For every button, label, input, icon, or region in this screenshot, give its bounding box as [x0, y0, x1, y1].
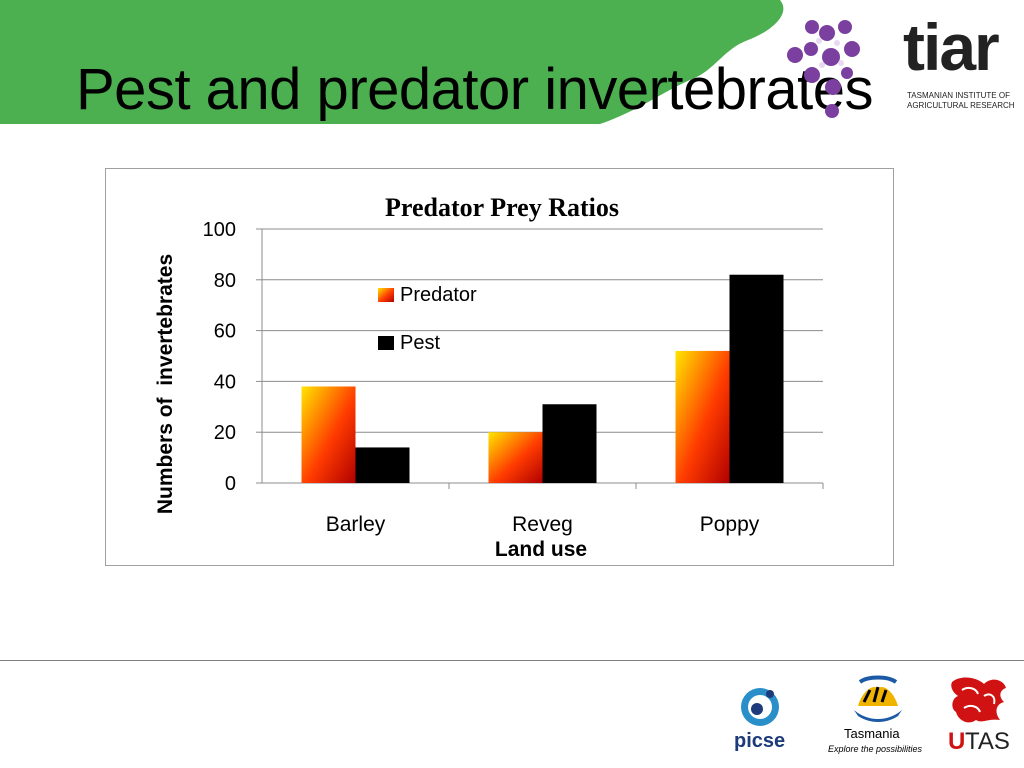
- x-tick-label: Poppy: [700, 513, 760, 536]
- legend-label-pest: Pest: [400, 332, 440, 354]
- tick-labels: 0 20 40 60 80 100 Barley Reveg Poppy: [203, 219, 760, 536]
- bar-pest-poppy: [729, 274, 784, 483]
- molecule-dots-icon: [787, 20, 860, 118]
- tasmania-tiger-icon: [854, 675, 902, 722]
- utas-lion-crest-icon: [951, 677, 1006, 723]
- y-tick-label: 80: [214, 270, 236, 292]
- legend: Predator Pest: [378, 284, 477, 354]
- bar-predator-reveg: [488, 432, 543, 483]
- chart-frame: Predator Prey Ratios 0 20 40 60 80 100 Barley R…: [105, 168, 894, 566]
- footer-divider: [0, 660, 1024, 661]
- legend-swatch-predator: [378, 288, 394, 302]
- x-tick-label: Barley: [326, 513, 386, 536]
- picse-logo: picse: [732, 686, 802, 756]
- y-tick-label: 20: [214, 422, 236, 444]
- picse-circle-icon: [741, 688, 779, 726]
- picse-wordmark: picse: [734, 730, 786, 752]
- bars: [301, 274, 784, 483]
- bar-pest-reveg: [542, 404, 597, 483]
- y-tick-label: 40: [214, 371, 236, 393]
- chart-title: Predator Prey Ratios: [385, 193, 619, 222]
- utas-u: U: [948, 728, 966, 755]
- y-tick-label: 60: [214, 321, 236, 343]
- title-banner: [0, 0, 784, 124]
- legend-label-predator: Predator: [400, 284, 477, 306]
- tiar-logo: tiar TASMANIAN INSTITUTE OF AGRICULTURAL…: [775, 10, 1015, 125]
- tasmania-tagline: Explore the possibilities: [828, 744, 923, 754]
- utas-logo: U TAS: [948, 674, 1012, 758]
- tiar-wordmark: tiar: [903, 10, 1000, 84]
- tasmania-logo: Tasmania Explore the possibilities: [828, 674, 928, 758]
- bar-chart: Predator Prey Ratios 0 20 40 60 80 100 Barley R…: [154, 193, 824, 561]
- utas-tas: TAS: [965, 728, 1010, 755]
- y-tick-label: 100: [203, 219, 236, 241]
- y-tick-label: 0: [225, 473, 236, 495]
- bar-predator-barley: [301, 386, 356, 483]
- slide-title: Pest and predator invertebrates: [76, 57, 873, 122]
- legend-swatch-pest: [378, 336, 394, 350]
- bar-pest-barley: [355, 447, 410, 483]
- tasmania-name: Tasmania: [844, 726, 900, 741]
- x-axis-label: Land use: [495, 538, 587, 561]
- banner-shape: [0, 0, 784, 124]
- tiar-subtitle-line1: TASMANIAN INSTITUTE OF: [907, 91, 1010, 100]
- x-tick-label: Reveg: [512, 513, 573, 536]
- tiar-subtitle-line2: AGRICULTURAL RESEARCH: [907, 101, 1015, 110]
- bar-predator-poppy: [675, 350, 730, 483]
- y-axis-label: Numbers of invertebrates: [154, 254, 177, 514]
